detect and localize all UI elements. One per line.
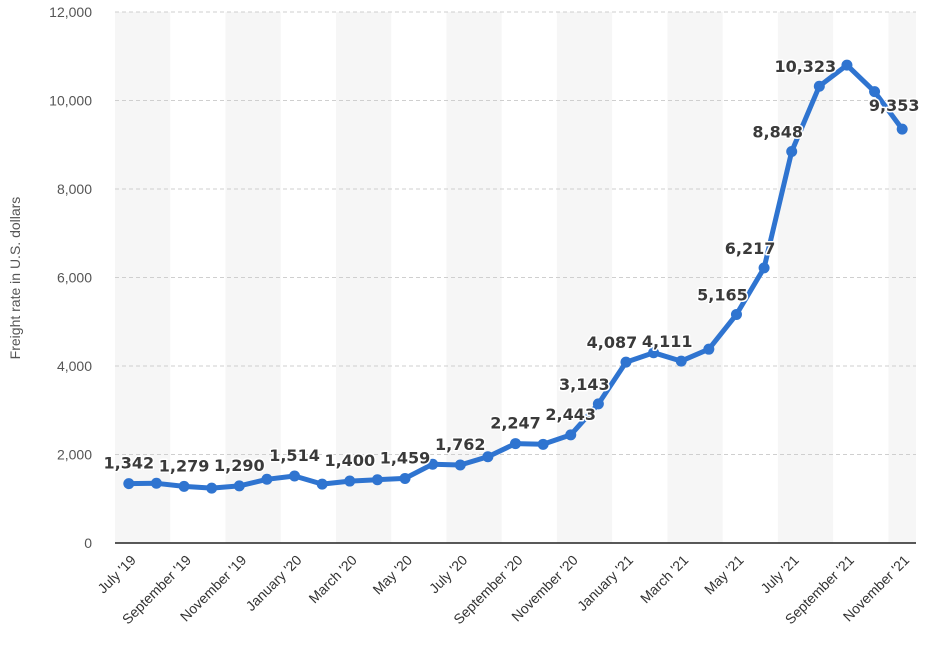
y-tick-label: 12,000 [49,4,92,20]
data-point [510,438,521,450]
data-point [371,474,383,486]
data-label: 2,443 [545,405,596,424]
data-label: 4,111 [642,332,693,351]
data-label: 9,353 [869,96,920,115]
x-tick-label: July '19 [94,552,139,597]
y-axis-ticks: 0 2,000 4,000 6,000 8,000 10,000 12,000 [49,4,92,551]
data-label: 1,514 [269,446,320,465]
x-tick-label: January '20 [242,552,304,614]
data-point [344,475,356,487]
data-point [150,477,162,489]
y-tick-label: 10,000 [49,93,92,109]
data-label: 1,459 [380,448,431,467]
data-point [233,480,245,492]
data-point [123,478,135,490]
y-tick-label: 4,000 [57,358,92,374]
data-point [206,482,218,494]
x-tick-label: July '20 [426,552,471,597]
data-label: 8,848 [752,122,803,141]
data-point [482,451,494,463]
data-point [703,343,715,355]
data-point [869,86,881,98]
data-point [592,398,604,410]
data-point [537,438,549,450]
x-tick-label: January '21 [574,552,636,614]
data-point [565,429,577,441]
data-label: 3,143 [559,375,610,394]
data-point [841,59,853,71]
data-point [758,262,770,274]
x-tick-label: July '21 [757,552,802,597]
data-label: 6,217 [725,239,776,258]
data-point [454,459,466,471]
x-tick-label: May '20 [369,552,415,598]
data-point [730,308,742,320]
data-label: 5,165 [697,285,748,304]
data-label: 1,762 [435,435,486,454]
y-tick-label: 6,000 [57,270,92,286]
data-label: 4,087 [587,333,638,352]
data-point [289,470,301,482]
y-tick-label: 8,000 [57,181,92,197]
y-tick-label: 0 [84,535,92,551]
data-point [427,458,439,470]
data-point [399,472,411,484]
y-axis-label: Freight rate in U.S. dollars [7,197,23,360]
data-point [648,347,660,359]
data-points [123,59,908,494]
gridlines [115,11,916,455]
data-label: 1,279 [159,456,210,475]
data-label: 10,323 [774,57,836,76]
data-point [786,145,798,157]
y-tick-label: 2,000 [57,447,92,463]
data-point [620,356,632,368]
data-point [813,80,825,92]
x-tick-label: May '21 [701,552,747,598]
x-tick-label: March '21 [637,552,692,607]
data-label: 1,400 [324,451,375,470]
x-tick-label: March '20 [305,552,360,607]
data-label: 2,247 [490,414,541,433]
data-point [261,473,273,485]
data-label: 1,342 [104,454,155,473]
data-point [316,478,328,490]
data-point [896,123,908,135]
data-point [178,480,190,492]
data-label: 1,290 [214,456,265,475]
data-point [675,355,687,367]
